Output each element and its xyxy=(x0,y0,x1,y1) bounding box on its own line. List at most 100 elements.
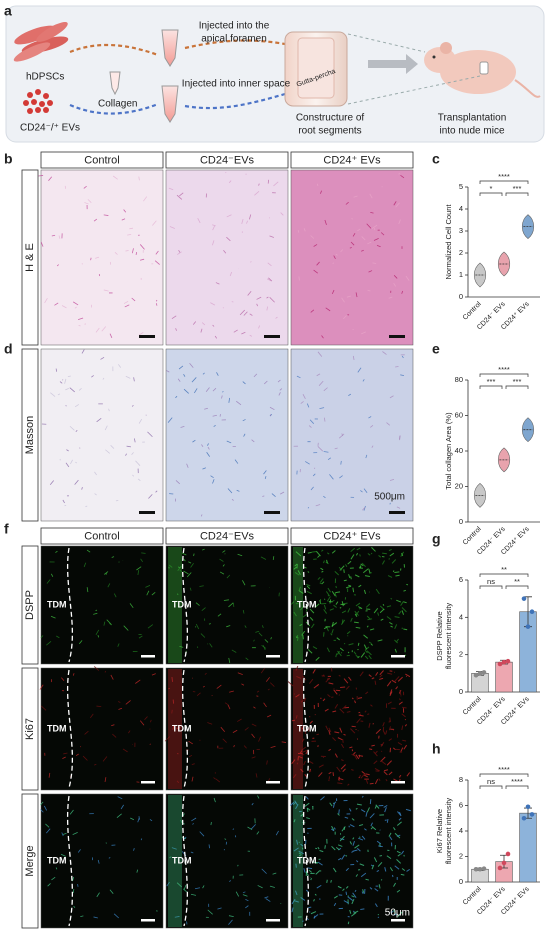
image-texture xyxy=(348,643,354,646)
row-label-box xyxy=(21,545,39,665)
image-texture xyxy=(151,591,156,596)
significance-bracket xyxy=(479,373,529,377)
image-texture xyxy=(318,380,324,386)
image-texture xyxy=(365,773,370,776)
image-texture xyxy=(316,733,320,736)
significance-label: **** xyxy=(498,172,510,181)
image-texture xyxy=(273,181,279,187)
image-texture xyxy=(140,558,143,563)
row-label-box xyxy=(21,348,39,522)
image-texture xyxy=(81,487,83,490)
image-texture xyxy=(241,219,244,224)
image-texture xyxy=(78,387,82,391)
image-texture xyxy=(112,175,118,180)
image-texture xyxy=(255,773,258,778)
region-label: TDM xyxy=(297,599,317,609)
image-texture xyxy=(401,713,406,718)
image-texture xyxy=(231,649,237,653)
image-texture xyxy=(166,370,170,373)
image-texture xyxy=(126,445,132,448)
scale-bar xyxy=(141,781,155,784)
image-texture xyxy=(266,296,269,299)
image-texture xyxy=(401,610,405,615)
image-texture xyxy=(331,845,336,851)
image-texture xyxy=(290,601,295,605)
image-texture xyxy=(164,736,171,742)
image-texture xyxy=(89,713,94,719)
image-texture xyxy=(40,635,44,639)
image-texture xyxy=(194,887,201,890)
image-texture xyxy=(368,569,371,574)
image-texture xyxy=(300,697,307,703)
image-texture xyxy=(313,899,315,902)
image-texture xyxy=(336,766,341,772)
image-texture xyxy=(304,773,308,778)
image-texture xyxy=(222,564,225,567)
image-texture xyxy=(67,375,71,378)
image-texture xyxy=(128,730,131,734)
image-texture xyxy=(105,449,111,454)
image-panel xyxy=(290,793,414,929)
image-texture xyxy=(333,902,337,907)
image-texture xyxy=(294,900,299,903)
image-texture xyxy=(113,593,117,598)
image-texture xyxy=(356,847,361,852)
image-texture xyxy=(343,602,348,605)
image-texture xyxy=(335,653,338,658)
image-texture xyxy=(217,907,222,910)
image-texture xyxy=(168,564,173,568)
image-texture xyxy=(361,236,366,241)
image-texture xyxy=(371,445,374,448)
image-texture xyxy=(325,677,330,683)
image-texture xyxy=(69,425,75,431)
image-texture xyxy=(191,377,197,383)
image-texture xyxy=(192,321,197,325)
image-texture xyxy=(352,355,355,360)
image-texture xyxy=(228,915,234,918)
image-texture xyxy=(93,218,98,222)
image-texture xyxy=(216,684,222,689)
image-texture xyxy=(125,250,129,252)
image-texture xyxy=(178,249,181,253)
image-texture xyxy=(353,195,358,198)
image-texture xyxy=(222,391,224,393)
image-texture xyxy=(323,417,326,422)
image-texture xyxy=(308,869,312,873)
image-texture xyxy=(351,912,357,917)
data-point xyxy=(521,815,527,821)
image-texture xyxy=(306,590,312,595)
data-point xyxy=(477,866,483,872)
image-texture xyxy=(263,702,267,708)
image-texture xyxy=(74,404,80,408)
image-texture xyxy=(373,608,379,614)
image-texture xyxy=(103,289,109,292)
y-axis-label: Normalized Cell Count xyxy=(444,204,453,280)
image-texture xyxy=(176,726,181,729)
image-texture xyxy=(388,726,392,731)
image-texture xyxy=(188,740,193,745)
image-texture xyxy=(366,807,370,813)
image-texture xyxy=(360,872,367,878)
image-texture xyxy=(351,895,355,898)
image-texture xyxy=(77,317,84,321)
dentin-band xyxy=(168,547,182,663)
image-texture xyxy=(261,644,267,649)
image-texture xyxy=(176,194,183,200)
image-texture xyxy=(257,795,260,799)
image-texture xyxy=(328,771,332,775)
image-texture xyxy=(278,392,281,396)
image-texture xyxy=(325,725,329,731)
schematic-frame xyxy=(5,5,545,143)
image-texture xyxy=(253,706,256,709)
image-texture xyxy=(334,447,338,450)
image-texture xyxy=(355,654,360,659)
image-texture xyxy=(345,891,348,895)
image-texture xyxy=(272,556,275,560)
image-texture xyxy=(72,673,75,676)
image-texture xyxy=(374,903,378,908)
image-texture xyxy=(314,893,317,896)
image-texture xyxy=(400,374,405,377)
bar xyxy=(495,661,513,693)
image-texture xyxy=(352,892,357,899)
image-texture xyxy=(349,909,352,914)
